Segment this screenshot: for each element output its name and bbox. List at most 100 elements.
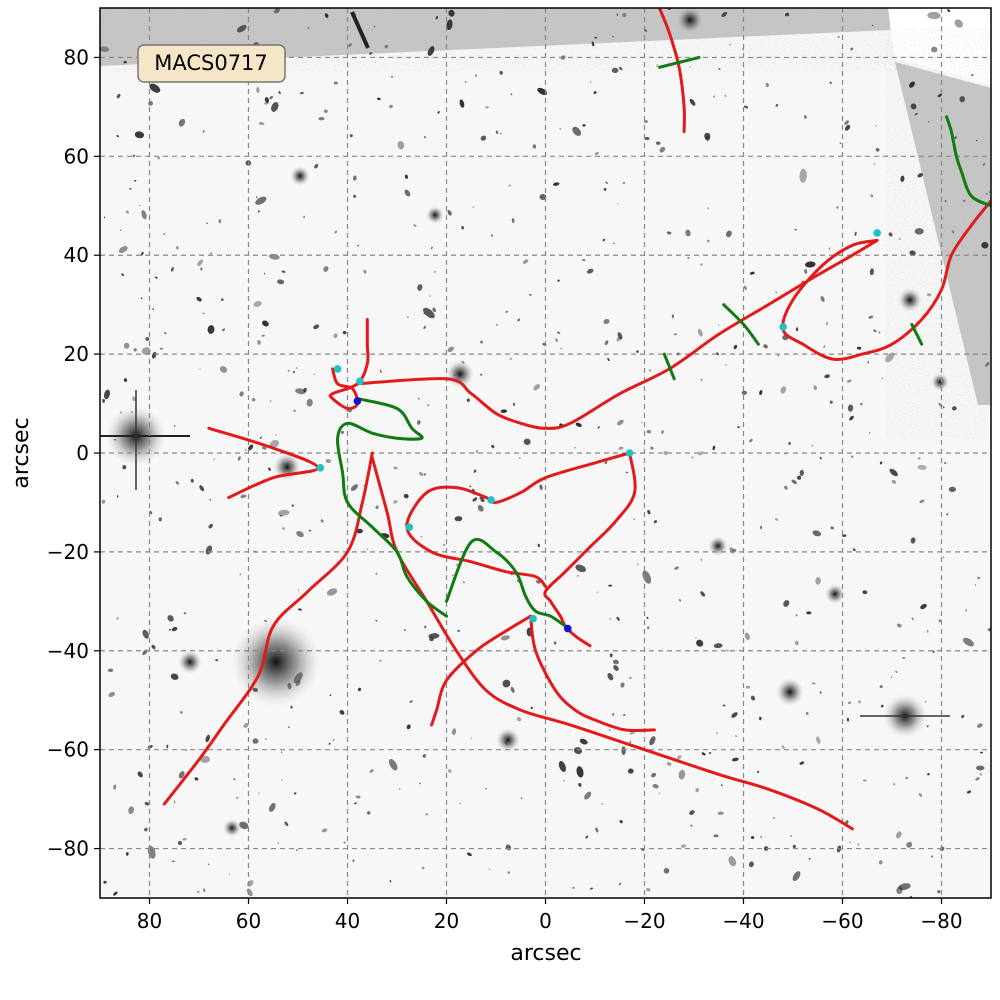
galaxy (293, 409, 296, 412)
galaxy (101, 499, 106, 504)
galaxy (277, 841, 280, 845)
galaxy (472, 206, 475, 208)
galaxy (320, 519, 324, 523)
galaxy (909, 250, 916, 256)
galaxy (281, 779, 283, 781)
galaxy (373, 25, 376, 28)
galaxy (529, 293, 532, 296)
galaxy (697, 328, 703, 337)
galaxy (819, 456, 822, 460)
galaxy (591, 41, 595, 47)
galaxy (446, 19, 453, 31)
galaxy (927, 773, 930, 776)
galaxy (277, 509, 290, 516)
galaxy-field (100, 8, 991, 898)
galaxy (868, 432, 871, 434)
galaxy (123, 378, 128, 382)
galaxy (720, 784, 723, 787)
galaxy (644, 29, 647, 32)
galaxy (750, 836, 755, 839)
galaxy (926, 293, 932, 297)
galaxy (919, 499, 925, 504)
galaxy (582, 124, 586, 127)
galaxy (432, 307, 437, 313)
galaxy (507, 871, 510, 874)
galaxy (313, 324, 320, 330)
galaxy (123, 342, 130, 349)
galaxy (197, 891, 200, 893)
galaxy (393, 500, 398, 504)
galaxy (132, 154, 136, 158)
galaxy (659, 146, 666, 153)
galaxy (293, 370, 295, 374)
x-tick-label: −40 (722, 909, 764, 933)
galaxy (924, 700, 927, 703)
galaxy (168, 629, 172, 631)
galaxy (417, 420, 421, 425)
galaxy (268, 802, 276, 812)
galaxy (896, 623, 902, 628)
cusp-point-marker (779, 323, 787, 331)
x-tick-label: 40 (335, 909, 360, 933)
galaxy (946, 513, 949, 516)
galaxy (792, 844, 796, 848)
galaxy (977, 723, 983, 728)
galaxy (937, 93, 942, 98)
galaxy (644, 136, 650, 141)
galaxy (825, 321, 829, 326)
galaxy (448, 9, 455, 17)
galaxy (406, 724, 411, 730)
galaxy (409, 700, 413, 703)
galaxy (980, 751, 983, 754)
galaxy (554, 641, 557, 645)
galaxy (704, 132, 711, 140)
galaxy (404, 628, 406, 632)
galaxy (258, 792, 260, 795)
galaxy (585, 835, 589, 839)
galaxy (690, 824, 693, 827)
critical-curve-line (355, 238, 879, 430)
galaxy (775, 103, 779, 107)
galaxy (981, 241, 989, 249)
caustic-line (662, 352, 676, 381)
galaxy (573, 747, 583, 755)
galaxy (423, 136, 427, 138)
galaxy (404, 174, 408, 179)
galaxy (257, 340, 261, 345)
galaxy (605, 181, 608, 184)
galaxy (423, 473, 426, 476)
galaxy (379, 369, 382, 374)
galaxy (885, 352, 895, 363)
galaxy (343, 841, 346, 844)
galaxy (264, 97, 269, 103)
galaxy (966, 790, 972, 794)
galaxy (666, 762, 672, 766)
galaxy (104, 389, 110, 400)
critical-curve-line (430, 614, 533, 727)
galaxy (158, 517, 163, 522)
galaxy (116, 135, 120, 138)
galaxy (539, 484, 543, 490)
galaxy (792, 871, 801, 882)
curves-layer (162, 8, 991, 831)
galaxy (931, 855, 934, 858)
galaxy (895, 671, 898, 673)
y-tick-label: 80 (64, 45, 89, 69)
galaxy (479, 373, 483, 376)
galaxy (649, 736, 656, 746)
galaxy (288, 726, 290, 728)
galaxy (909, 81, 915, 88)
galaxy (459, 99, 465, 108)
galaxy (612, 35, 614, 38)
galaxy (774, 518, 779, 521)
galaxy (613, 665, 619, 671)
galaxy (628, 676, 632, 679)
cusp-point-marker (356, 377, 364, 386)
galaxy (199, 368, 201, 370)
galaxy (303, 215, 305, 219)
galaxy (145, 337, 150, 341)
galaxy (575, 564, 586, 573)
galaxy (485, 788, 487, 790)
galaxy (795, 327, 799, 332)
galaxy (707, 207, 709, 210)
